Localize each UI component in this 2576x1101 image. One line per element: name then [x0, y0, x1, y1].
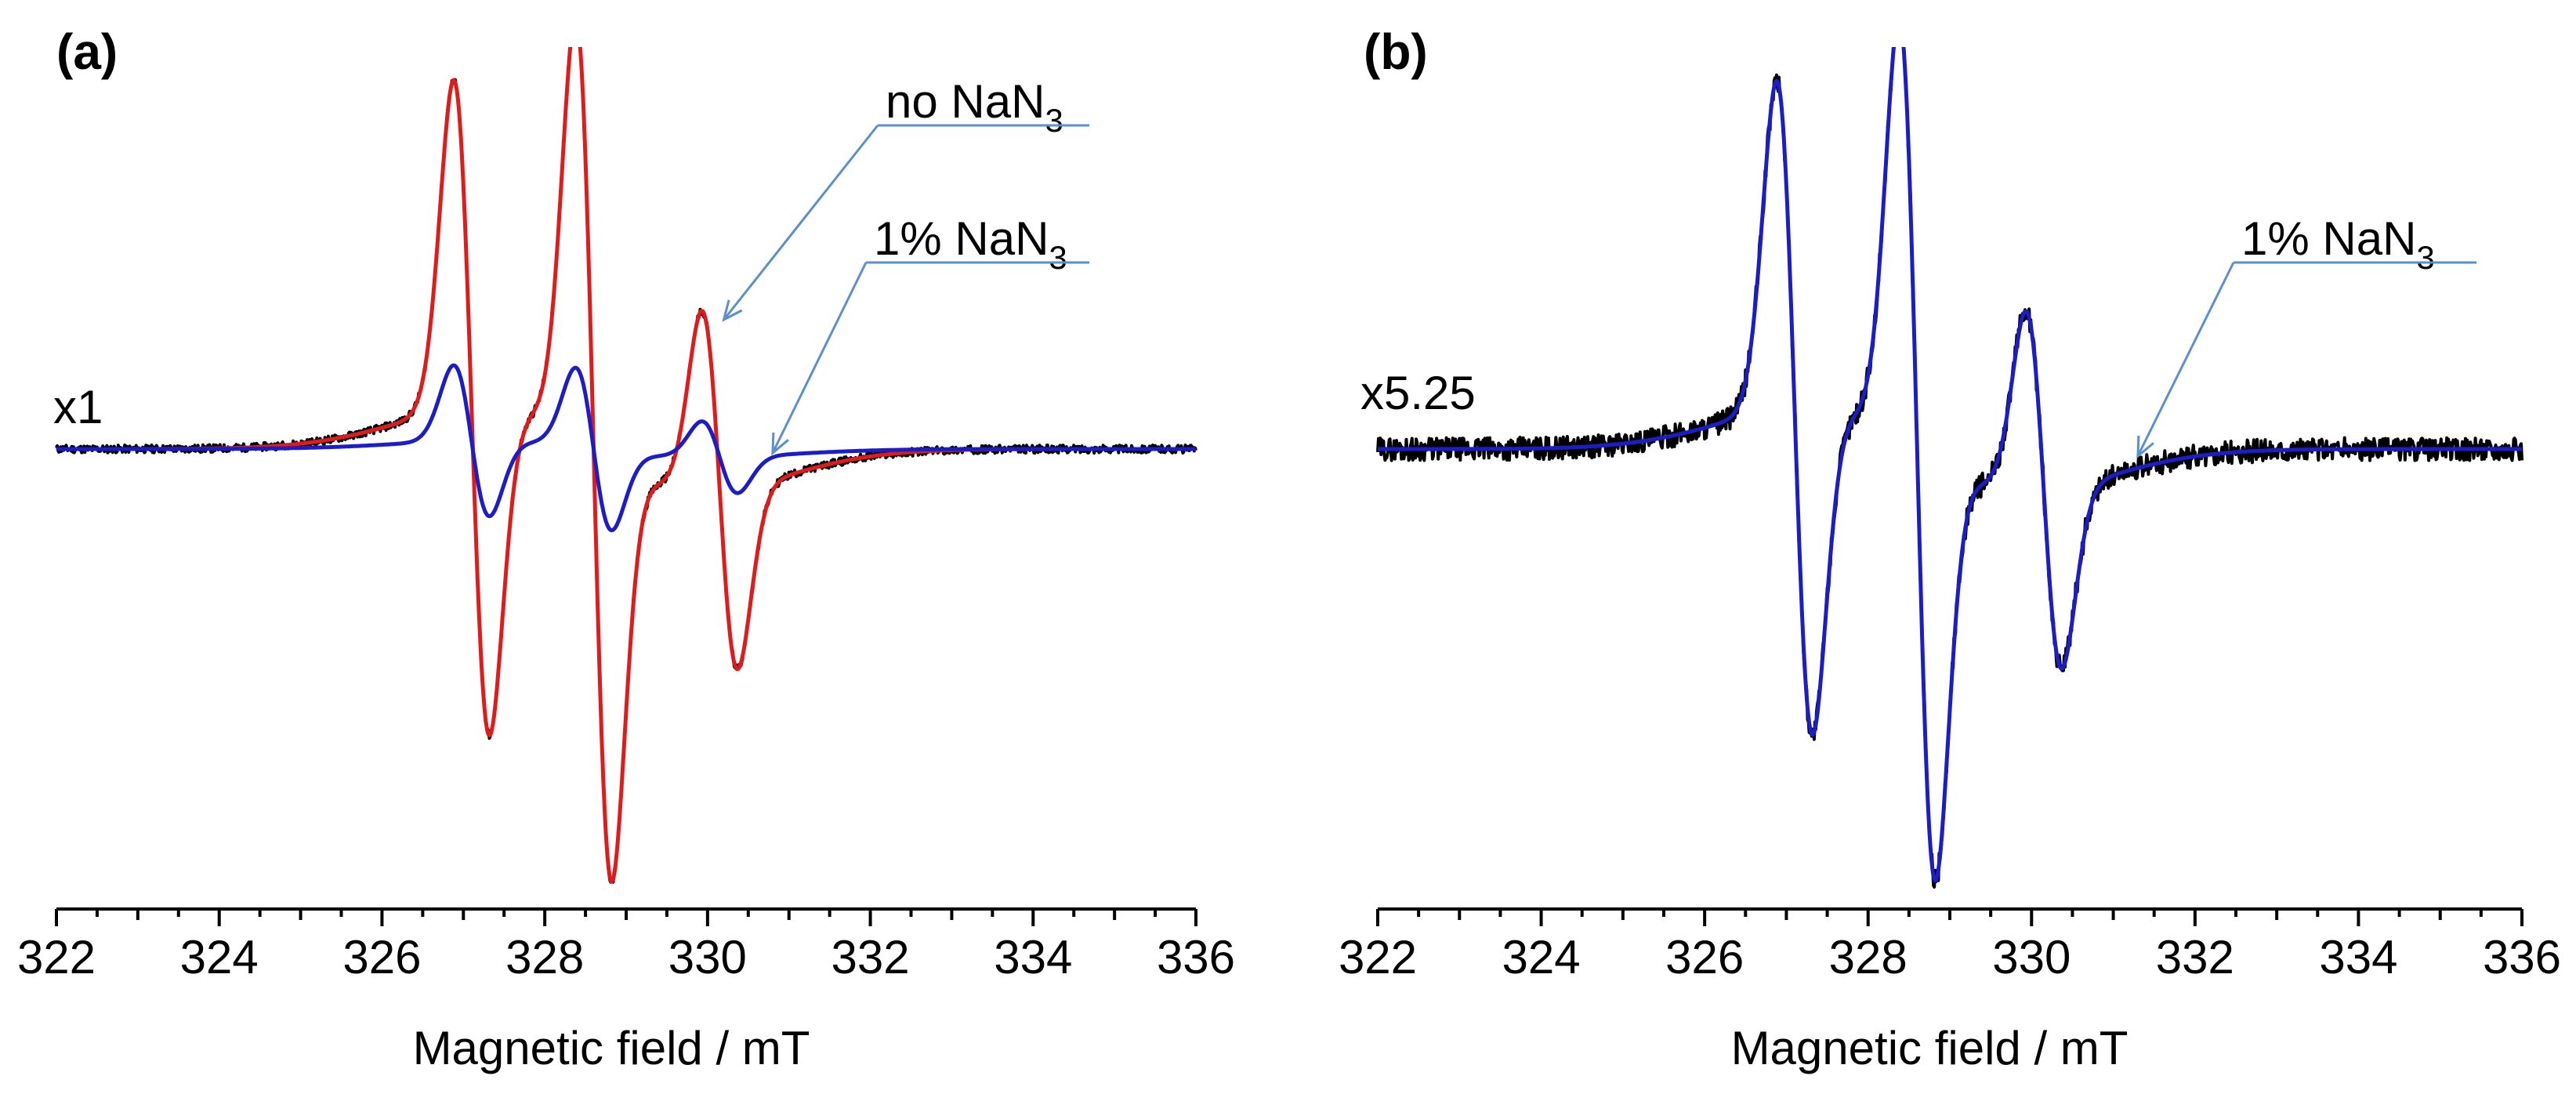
- x-tick-label: 326: [1665, 931, 1744, 983]
- scale-label-a: x1: [53, 381, 103, 433]
- x-tick-label: 332: [2156, 931, 2234, 983]
- x-tick-label: 330: [1992, 931, 2071, 983]
- x-ticks-a: 322 324 326 328 330 332 334 336: [17, 909, 1235, 983]
- nan3-1pct-simulated-line: [55, 363, 1197, 533]
- annotation-arrow: [723, 125, 879, 321]
- x-tick-label: 328: [505, 931, 584, 983]
- annotation-label: 1% NaN3: [874, 212, 1067, 276]
- scale-label-b: x5.25: [1360, 367, 1476, 419]
- panel-b: (b) x5.25 1% NaN3 322 324 326 328 330 332 334 3…: [1339, 24, 2561, 1074]
- annotation-arrowhead: [771, 432, 789, 456]
- x-tick-label: 322: [17, 931, 96, 983]
- nan3-1pct-x5-simulated-line: [1376, 47, 2523, 883]
- x-tick-label: 336: [1157, 931, 1235, 983]
- annotation-label: 1% NaN3: [2241, 212, 2435, 276]
- panel-label-a: (a): [56, 24, 118, 80]
- x-axis-title-b: Magnetic field / mT: [1731, 1022, 2129, 1074]
- panel-label-b: (b): [1364, 24, 1428, 80]
- annotation-arrow: [2136, 262, 2235, 457]
- x-tick-label: 324: [180, 931, 259, 983]
- x-tick-label: 332: [831, 931, 910, 983]
- x-tick-label: 336: [2483, 931, 2561, 983]
- x-tick-label: 324: [1502, 931, 1581, 983]
- x-ticks-b: 322 324 326 328 330 332 334 336: [1339, 909, 2561, 983]
- x-tick-label: 334: [994, 931, 1072, 983]
- annotation-arrowhead: [722, 299, 743, 322]
- annotations-a: no NaN3 1% NaN3: [722, 75, 1089, 456]
- panel-a: (a) x1 no NaN3 1% NaN3 322 324 326 328 330 332…: [17, 24, 1235, 1074]
- x-tick-label: 330: [668, 931, 747, 983]
- annotation-arrow: [771, 262, 868, 454]
- curves-a: [55, 47, 1197, 884]
- x-tick-label: 334: [2319, 931, 2397, 983]
- x-tick-label: 326: [342, 931, 421, 983]
- x-tick-label: 328: [1829, 931, 1908, 983]
- annotations-b: 1% NaN3: [2136, 212, 2476, 459]
- x-axis-title-a: Magnetic field / mT: [413, 1022, 810, 1074]
- curves-b: [1376, 47, 2523, 889]
- annotation-label: no NaN3: [886, 75, 1063, 139]
- x-tick-label: 322: [1339, 931, 1417, 983]
- annotation-arrowhead: [2136, 435, 2154, 459]
